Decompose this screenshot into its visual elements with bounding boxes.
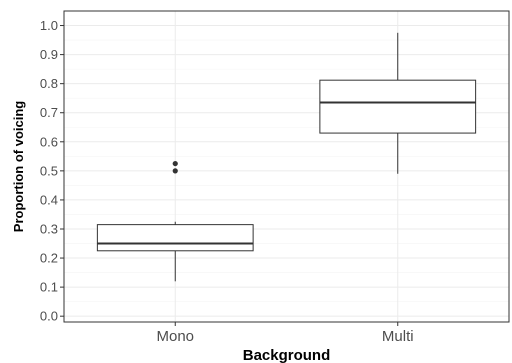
- y-tick-label: 0.2: [40, 251, 58, 266]
- grid-lines: [64, 11, 509, 322]
- y-tick-label: 0.1: [40, 280, 58, 295]
- box-iqr: [96, 224, 254, 252]
- y-tick-label: 0.7: [40, 105, 58, 120]
- y-tick-label: 0.8: [40, 76, 58, 91]
- x-tick-label: Multi: [382, 328, 414, 345]
- y-tick-label: 0.6: [40, 134, 58, 149]
- boxes-layer: [96, 32, 477, 282]
- box-multi: [319, 32, 477, 174]
- box-iqr: [319, 79, 477, 134]
- y-tick-label: 0.4: [40, 192, 58, 207]
- y-tick-label: 0.5: [40, 163, 58, 178]
- y-tick-label: 0.9: [40, 47, 58, 62]
- y-axis-title: Proportion of voicing: [11, 101, 26, 232]
- y-tick-label: 1.0: [40, 18, 58, 33]
- y-axis: 0.0 0.1 0.2 0.3 0.4 0.5 0.6 0.7 0.8 0.9 1.0: [40, 18, 64, 324]
- y-tick-label: 0.3: [40, 221, 58, 236]
- panel-border: [63, 10, 510, 323]
- box-mono: [96, 160, 254, 282]
- x-axis-title: Background: [243, 347, 331, 363]
- outlier-point: [172, 168, 178, 174]
- outlier-point: [172, 160, 178, 167]
- x-axis: Mono Multi: [156, 322, 414, 345]
- x-tick-label: Mono: [156, 328, 194, 345]
- y-tick-label: 0.0: [40, 309, 58, 324]
